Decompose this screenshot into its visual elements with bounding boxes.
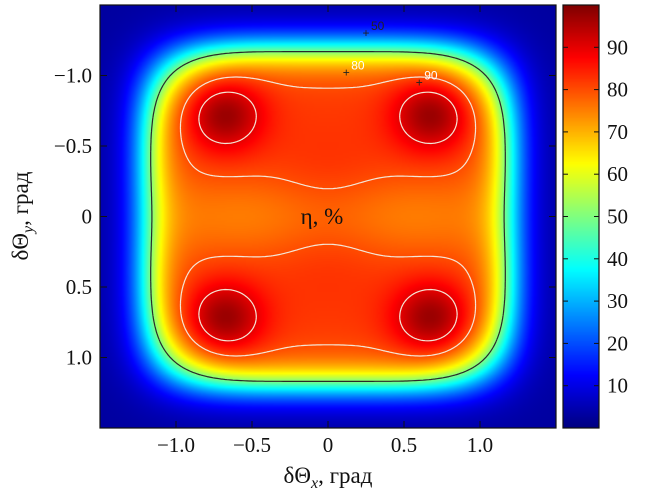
x-tick-label: −1.0: [157, 433, 195, 457]
contour-50: [150, 51, 506, 382]
x-axis-title: δΘx, град: [284, 463, 373, 492]
heatmap-image: [100, 5, 556, 428]
colorbar-tick-label: 80: [607, 78, 628, 102]
colorbar-tick-label: 30: [607, 289, 628, 313]
x-tick-label: −0.5: [233, 433, 271, 457]
contour-label-90: 90: [424, 69, 438, 83]
contour-label-50: 50: [371, 19, 385, 33]
contour-marker-50: +: [362, 26, 369, 40]
colorbar-ticks: 10 20 30 40 50 60 70 80 90: [563, 35, 628, 398]
y-tick-label: 1.0: [66, 346, 92, 370]
x-axis: −1.0 −0.5 0 0.5 1.0: [157, 5, 493, 457]
x-tick-label: 0: [323, 433, 334, 457]
y-tick-label: 0.5: [66, 275, 92, 299]
colorbar-tick-label: 20: [607, 331, 628, 355]
y-tick-label: −0.5: [54, 134, 92, 158]
colorbar-tick-label: 70: [607, 120, 628, 144]
x-tick-label: 1.0: [467, 433, 493, 457]
x-tick-label: 0.5: [391, 433, 417, 457]
y-tick-label: 0: [82, 205, 93, 229]
contour-labels: +50+ 80+ 90: [343, 19, 438, 89]
colorbar: 10 20 30 40 50 60 70 80 90: [562, 4, 628, 429]
contour-90: [198, 91, 458, 342]
colorbar-tick-label: 60: [607, 162, 628, 186]
colorbar-gradient: [563, 5, 599, 428]
contour-lines: [150, 51, 506, 382]
contour-label-80: 80: [351, 59, 365, 73]
y-tick-label: −1.0: [54, 64, 92, 88]
heatmap-plot-area: +50+ 80+ 90: [99, 4, 557, 429]
y-axis: −1.0 −0.5 0 0.5 1.0: [54, 64, 556, 370]
efficiency-annotation: η, %: [301, 204, 344, 229]
colorbar-tick-label: 50: [607, 205, 628, 229]
contour-80: [179, 76, 477, 357]
contour-marker-90: +: [416, 76, 423, 90]
colorbar-tick-label: 90: [607, 35, 628, 59]
y-axis-title: δΘy, град: [8, 171, 37, 260]
colorbar-tick-label: 40: [607, 247, 628, 271]
contour-marker-80: +: [343, 66, 350, 80]
colorbar-tick-label: 10: [607, 374, 628, 398]
